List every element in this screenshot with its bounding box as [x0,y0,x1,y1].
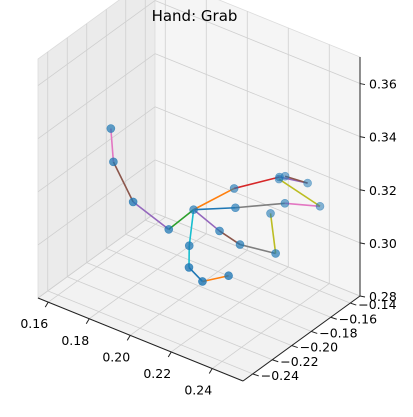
z-tick-label-4: 0.36 [369,77,397,92]
y-tick-label-3: −0.18 [319,325,357,340]
joint-pinky-pip [185,263,193,271]
z-tick-label-1: 0.30 [369,236,397,251]
x-tick-1 [86,319,89,324]
joint-ring-pip [236,241,244,249]
x-tick-3 [168,352,171,357]
joint-ring-tip [267,209,275,217]
joint-middle-tip [275,175,283,183]
y-tick-2 [292,346,298,348]
y-tick-3 [311,331,317,333]
y-tick-label-1: −0.22 [280,354,318,369]
y-tick-label-0: −0.24 [261,368,299,383]
y-tick-label-2: −0.20 [300,340,338,355]
joint-thumb-ip [109,158,117,166]
joint-pinky-dip [198,277,206,285]
joint-middle-dip [316,202,324,210]
z-tick-3 [360,137,365,138]
x-tick-label-4: 0.24 [184,383,212,398]
x-tick-0 [45,302,48,307]
joint-pinky-tip [225,272,233,280]
y-tick-4 [331,317,337,319]
joint-ring-dip [272,249,280,257]
joint-wrist [190,206,198,214]
x-tick-4 [209,369,212,374]
joint-pinky-mcp [185,242,193,250]
joint-index-dip [304,179,312,187]
x-tick-2 [127,335,130,340]
x-tick-label-2: 0.20 [102,349,130,364]
joint-thumb-tip [107,125,115,133]
x-tick-label-3: 0.22 [143,366,171,381]
joint-middle-pip [281,199,289,207]
y-tick-0 [253,374,259,376]
z-tick-2 [360,190,365,191]
joint-thumb-mcp [129,198,137,206]
z-tick-label-3: 0.34 [369,130,397,145]
z-tick-4 [360,84,365,85]
z-tick-1 [360,243,365,244]
x-tick-label-0: 0.16 [20,316,48,331]
joint-middle-mcp [231,204,239,212]
joint-thumb-cmc [165,225,173,233]
z-tick-label-0: 0.28 [369,289,397,304]
y-tick-5 [350,303,356,305]
y-tick-label-4: −0.16 [339,311,377,326]
y-tick-1 [272,360,278,362]
chart-title: Hand: Grab [0,7,389,25]
x-tick-label-1: 0.18 [61,333,89,348]
joint-index-mcp [230,184,238,192]
joint-ring-mcp [216,227,224,235]
z-tick-label-2: 0.32 [369,183,397,198]
